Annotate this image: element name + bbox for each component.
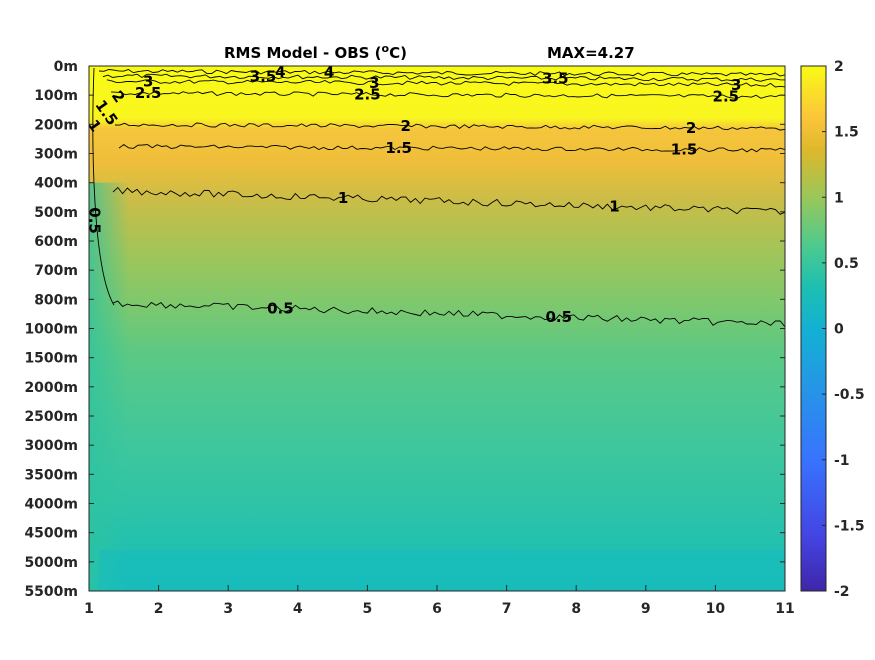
contour-label: 2.5 [135, 84, 162, 102]
colorbar-tick-label: 1 [834, 190, 844, 206]
x-tick-label: 7 [502, 601, 512, 617]
x-tick-label: 9 [641, 601, 651, 617]
x-tick-label: 2 [154, 601, 164, 617]
y-tick-label: 1500m [24, 351, 78, 367]
y-tick-label: 3500m [24, 467, 78, 483]
colorbar-tick-label: -0.5 [834, 387, 865, 403]
contour-line [110, 91, 786, 99]
y-tick-label: 3000m [24, 438, 78, 454]
colorbar-tick-label: -1 [834, 453, 850, 469]
contour-label: 4 [275, 63, 285, 81]
y-tick-label: 200m [34, 117, 78, 133]
heatmap-deep-band [99, 550, 785, 591]
contour-label: 0.5 [267, 299, 294, 317]
x-tick-label: 4 [293, 601, 303, 617]
contour-line [92, 67, 115, 306]
axes: 0m 100m 200m 300m 400m 500m 600m 700m 800m 1000m 1… [24, 59, 794, 617]
y-tick-label: 4500m [24, 526, 78, 542]
contour-label: 1 [609, 198, 619, 216]
chart-title-degree: o [382, 42, 390, 55]
y-tick-label: 2000m [24, 380, 78, 396]
colorbar-tick-label: 1.5 [834, 125, 859, 141]
x-tick-label: 10 [706, 601, 726, 617]
x-tick-label: 11 [775, 601, 794, 617]
colorbar-gradient [800, 65, 827, 592]
y-tick-label: 1000m [24, 322, 78, 338]
x-tick-label: 5 [363, 601, 373, 617]
y-tick-label: 800m [34, 292, 78, 308]
heatmap-field [89, 66, 785, 591]
contour-label: 1.5 [671, 141, 698, 159]
y-tick-label: 2500m [24, 409, 78, 425]
colorbar-tick-label: -1.5 [834, 518, 865, 534]
contour-label: 0.5 [546, 308, 573, 326]
contour-line [118, 143, 786, 153]
contour-label: 3 [369, 74, 379, 92]
colorbar-tick-label: 2 [834, 59, 844, 75]
x-tick-label: 3 [223, 601, 233, 617]
contour-line [98, 69, 786, 77]
colorbar-tick-label: -2 [834, 584, 850, 600]
contour-line [114, 122, 786, 131]
y-tick-label: 300m [34, 147, 78, 163]
contour-label: 2.5 [354, 85, 381, 103]
contour-label: 2 [686, 119, 696, 137]
chart-title-unit: C) [389, 44, 407, 62]
contour-label: 3.5 [250, 68, 277, 86]
contour-label: 2 [400, 117, 410, 135]
chart-title: RMS Model - OBS (oC) [224, 42, 407, 62]
contour-line [106, 79, 786, 88]
chart-title-main: RMS Model - OBS ( [224, 44, 382, 62]
y-tick-label: 5500m [24, 584, 78, 600]
y-tick-label: 700m [34, 263, 78, 279]
x-tick-label: 6 [432, 601, 442, 617]
contour-label: 3 [731, 76, 741, 94]
y-tick-label: 0m [54, 59, 78, 75]
heatmap-coastal-band [89, 182, 129, 591]
contour-line [102, 73, 786, 82]
y-tick-label: 500m [34, 205, 78, 221]
y-tick-label: 100m [34, 88, 78, 104]
y-tick-label: 400m [34, 176, 78, 192]
contour-label: 1.5 [385, 139, 412, 157]
x-tick-label: 1 [84, 601, 94, 617]
y-tick-label: 4000m [24, 497, 78, 513]
contour-line [112, 300, 786, 328]
colorbar: 2 1.5 1 0.5 0 -0.5 -1 -1.5 -2 [800, 59, 865, 600]
y-tick-label: 600m [34, 234, 78, 250]
contour-label: 4 [324, 63, 334, 81]
colorbar-tick-label: 0.5 [834, 256, 859, 272]
title-area: RMS Model - OBS (oC) MAX=4.27 [224, 42, 635, 62]
contour-line [112, 186, 786, 215]
contour-label: 3 [143, 73, 153, 91]
colorbar-tick-label: 0 [834, 322, 844, 338]
plot-area [89, 66, 785, 591]
max-annotation: MAX=4.27 [547, 44, 635, 62]
contour-label: 2.5 [713, 87, 740, 105]
contour-label: 1 [338, 189, 348, 207]
contour-label: 0.5 [86, 207, 104, 234]
y-tick-label: 5000m [24, 555, 78, 571]
x-tick-label: 8 [571, 601, 581, 617]
